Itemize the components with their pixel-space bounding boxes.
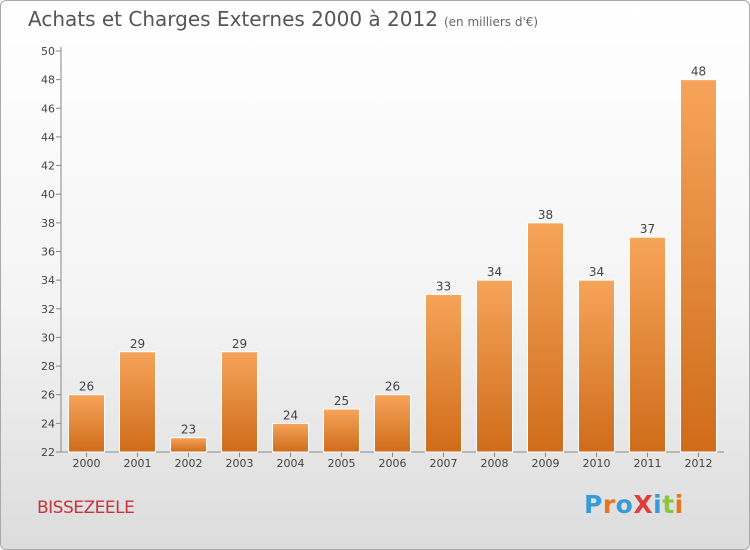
bar-2003 <box>221 351 258 453</box>
bar-2004 <box>272 422 309 453</box>
x-tick-label-2007: 2007 <box>430 457 458 470</box>
data-label-2003: 29 <box>232 337 247 351</box>
chart-subtitle: (en milliers d'€) <box>443 15 539 29</box>
x-tick-label-2011: 2011 <box>634 457 662 470</box>
data-label-2000: 26 <box>79 380 94 394</box>
x-tick-label-2000: 2000 <box>73 457 101 470</box>
data-label-2004: 24 <box>283 408 298 422</box>
data-label-2001: 29 <box>130 337 145 351</box>
data-label-2011: 37 <box>640 222 655 236</box>
y-tick-label: 36 <box>41 246 55 259</box>
y-tick-label: 44 <box>41 131 55 144</box>
bar-2009 <box>527 222 564 453</box>
logo-letter: r <box>602 490 616 519</box>
y-tick-label: 46 <box>41 102 55 115</box>
data-label-2009: 38 <box>538 208 553 222</box>
data-label-2005: 25 <box>334 394 349 408</box>
data-label-2002: 23 <box>181 423 196 437</box>
logo-letter: o <box>615 490 634 519</box>
proxiti-logo[interactable]: ProXiti <box>584 490 684 519</box>
y-tick-label: 30 <box>41 331 55 344</box>
chart-title: Achats et Charges Externes 2000 à 2012 (e… <box>28 7 538 31</box>
x-tick-label-2001: 2001 <box>124 457 152 470</box>
logo-letter: i <box>674 490 684 519</box>
data-label-2010: 34 <box>589 265 604 279</box>
bar-2010 <box>578 279 615 453</box>
y-tick-label: 42 <box>41 160 55 173</box>
commune-name: BISSEZEELE <box>37 498 135 518</box>
bar-2008 <box>476 279 513 453</box>
data-label-2007: 33 <box>436 279 451 293</box>
chart-title-text: Achats et Charges Externes 2000 à 2012 <box>28 7 438 31</box>
x-tick-label-2010: 2010 <box>583 457 611 470</box>
bar-2000 <box>68 394 105 453</box>
x-tick-label-2005: 2005 <box>328 457 356 470</box>
data-label-2012: 48 <box>691 65 706 79</box>
y-tick-label: 22 <box>41 446 55 459</box>
data-label-2008: 34 <box>487 265 502 279</box>
y-tick-label: 48 <box>41 74 55 87</box>
data-labels: 26 29 23 29 24 25 26 33 34 38 34 37 48 <box>79 65 706 437</box>
bar-2011 <box>629 236 666 453</box>
y-tick-label: 38 <box>41 217 55 230</box>
logo-letter: P <box>584 490 603 519</box>
x-tick-label-2006: 2006 <box>379 457 407 470</box>
y-tick-label: 24 <box>41 417 55 430</box>
bar-2002 <box>170 437 207 453</box>
logo-letter: i <box>653 490 663 519</box>
y-tick-label: 32 <box>41 303 55 316</box>
bar-2001 <box>119 351 156 453</box>
y-tick-label: 40 <box>41 188 55 201</box>
x-tick-label-2004: 2004 <box>277 457 305 470</box>
axes: 22 24 26 28 30 32 34 36 38 40 42 44 46 48 50 2000 2001 20… <box>41 45 724 470</box>
y-tick-label: 34 <box>41 274 55 287</box>
y-tick-label: 50 <box>41 45 55 58</box>
x-tick-label-2008: 2008 <box>481 457 509 470</box>
x-tick-label-2009: 2009 <box>532 457 560 470</box>
logo-letter: X <box>633 490 654 519</box>
y-tick-label: 28 <box>41 360 55 373</box>
x-tick-label-2003: 2003 <box>226 457 254 470</box>
bar-2007 <box>425 293 462 453</box>
logo-letter: t <box>662 490 675 519</box>
bar-2006 <box>374 394 411 453</box>
bar-2005 <box>323 408 360 453</box>
x-tick-label-2012: 2012 <box>685 457 713 470</box>
y-tick-label: 26 <box>41 389 55 402</box>
x-tick-label-2002: 2002 <box>175 457 203 470</box>
data-label-2006: 26 <box>385 380 400 394</box>
bar-2012 <box>680 79 717 453</box>
bars <box>68 79 717 453</box>
